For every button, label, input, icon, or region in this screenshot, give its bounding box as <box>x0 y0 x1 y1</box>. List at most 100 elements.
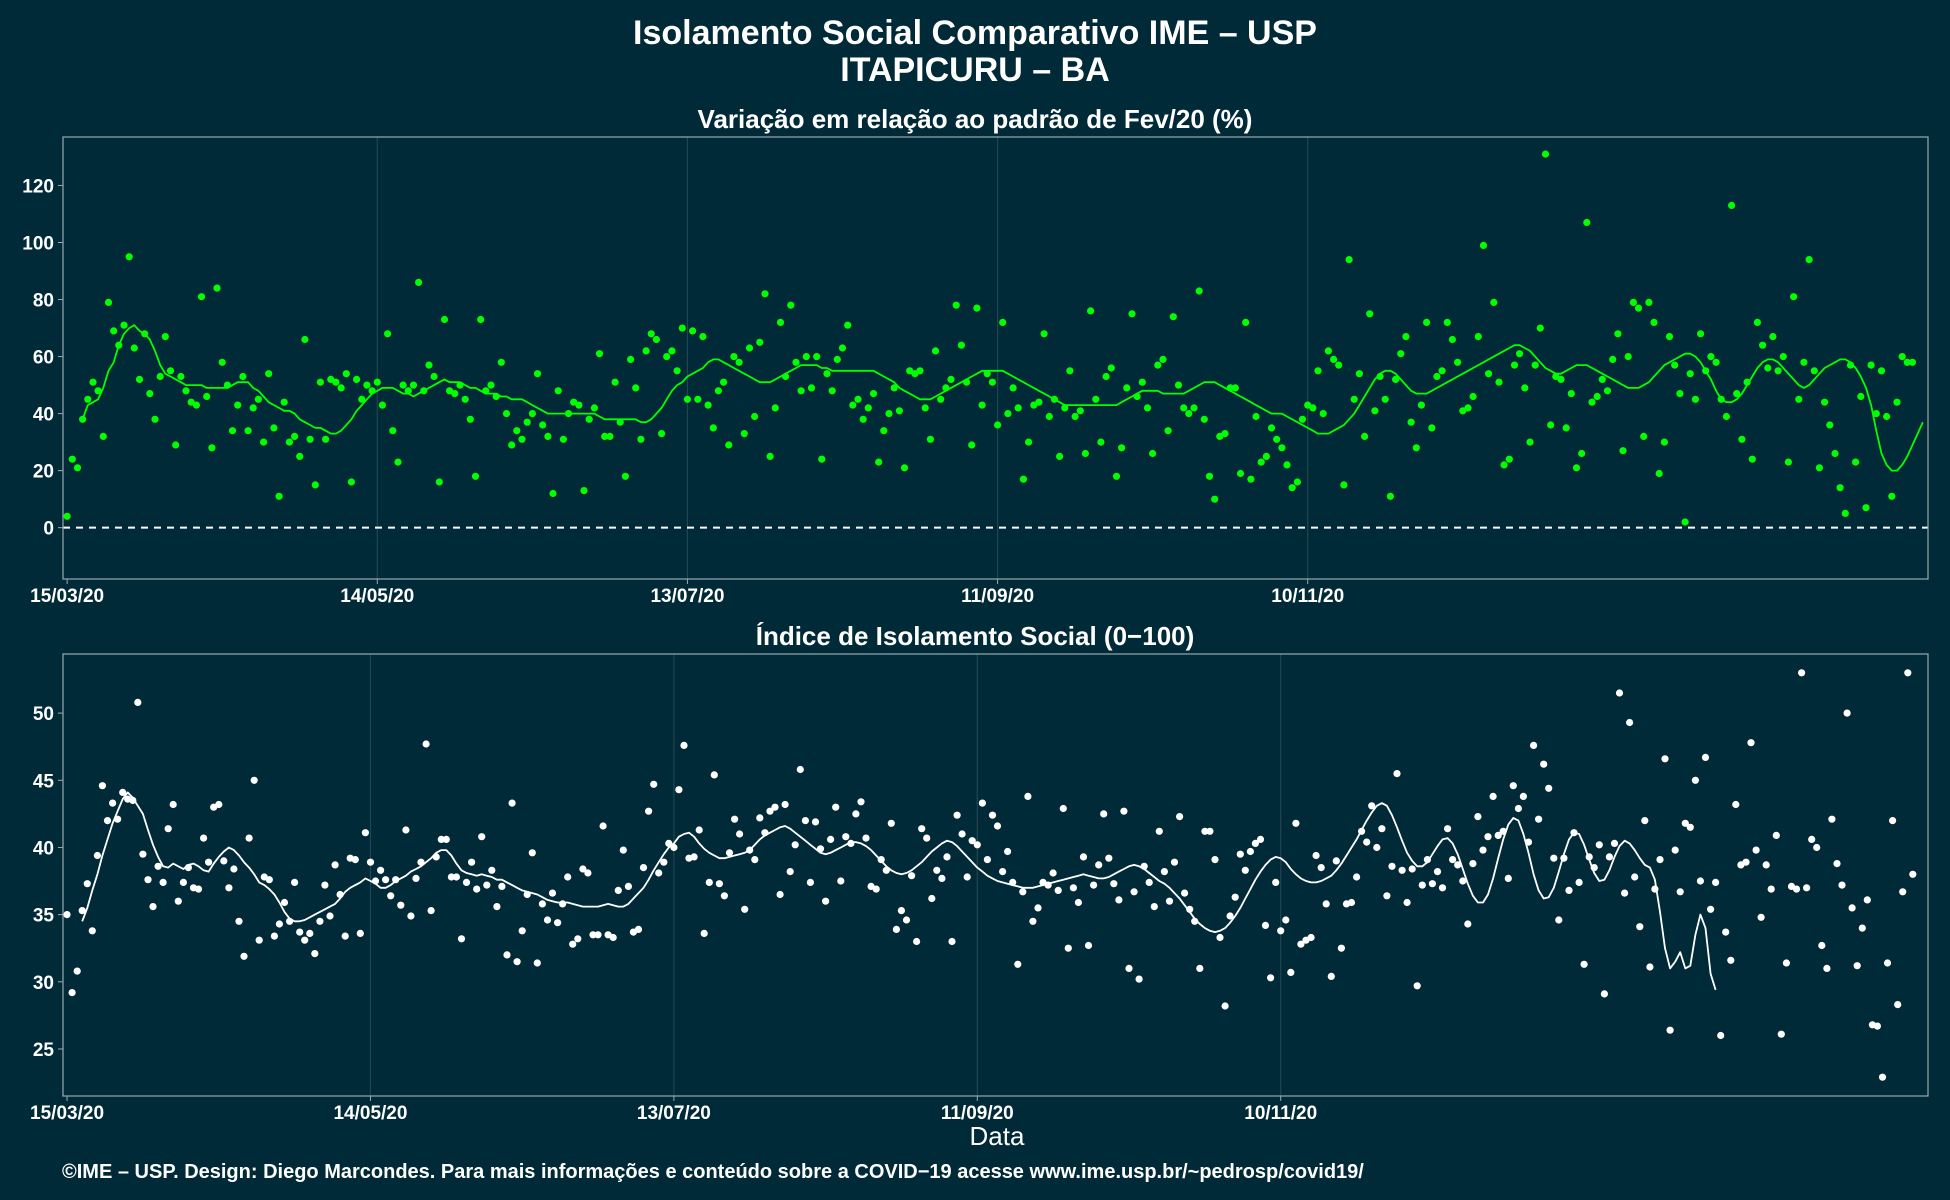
panel1-data-point <box>585 415 593 423</box>
panel2-data-point <box>725 849 734 857</box>
panel2-data-point <box>184 864 192 872</box>
panel1-data-point <box>554 387 562 395</box>
panel2-data-point <box>1241 866 1249 874</box>
panel2-data-point <box>265 876 273 884</box>
panel1-data-point <box>1149 449 1157 458</box>
panel1-data-point <box>1505 455 1513 463</box>
panel2-data-point <box>852 810 860 818</box>
x-axis-label: Data <box>970 1121 1025 1151</box>
panel1-data-point <box>1407 418 1415 426</box>
panel1-data-point <box>756 338 764 346</box>
panel1-data-point <box>1190 404 1198 412</box>
panel2-data-point <box>483 881 491 889</box>
panel2-data-point <box>1798 669 1806 677</box>
panel1-data-point <box>782 372 790 381</box>
panel2-data-point <box>599 822 607 830</box>
panel2-data-point <box>1545 784 1553 792</box>
panel1-data-point <box>1665 333 1674 341</box>
panel2-data-point <box>275 920 283 928</box>
panel1-data-point <box>306 435 314 443</box>
panel1-data-point <box>864 404 872 412</box>
panel2-data-point <box>1251 839 1259 848</box>
panel1-title: Variação em relação ao padrão de Fev/20 … <box>698 104 1253 134</box>
panel2-data-point <box>63 911 71 919</box>
panel2-data-point <box>119 788 127 797</box>
panel2-data-point <box>154 862 162 870</box>
panel2-data-point <box>1049 869 1057 877</box>
panel2-data-point <box>447 873 455 881</box>
panel2-data-point <box>1712 878 1720 887</box>
panel2-y-tick-label: 35 <box>33 906 55 927</box>
panel2-data-point <box>771 803 779 811</box>
panel2-data-point <box>417 858 425 866</box>
panel1-data-point <box>632 384 640 392</box>
panel1-data-point <box>761 290 769 298</box>
panel2-data-point <box>731 815 739 823</box>
panel1-data-point <box>471 472 480 480</box>
panel1-data-point <box>1784 458 1792 466</box>
panel1-data-point <box>1081 449 1089 458</box>
panel1-data-point <box>249 404 257 412</box>
panel1-data-point <box>1614 330 1622 338</box>
panel1-data-point <box>1526 438 1534 446</box>
panel1-data-point <box>916 367 924 375</box>
panel2-data-point <box>1580 960 1588 968</box>
panel2-data-point <box>1792 885 1801 893</box>
panel2-data-point <box>1019 888 1027 896</box>
panel2-data-point <box>1383 892 1391 900</box>
panel1-data-point <box>1629 298 1637 306</box>
panel2-data-point <box>473 885 481 893</box>
panel1-data-point <box>1102 372 1110 381</box>
panel2-data-point <box>103 817 112 825</box>
panel2-data-point <box>1428 880 1436 888</box>
panel1-data-point <box>1257 458 1265 466</box>
panel1-data-point <box>1774 367 1782 375</box>
panel1-data-point <box>1598 375 1606 383</box>
panel1-data-point <box>482 387 490 395</box>
panel2-data-point <box>832 803 840 811</box>
panel2-data-point <box>1327 972 1335 981</box>
panel1-data-point <box>921 404 929 412</box>
panel1-data-point <box>275 492 283 500</box>
panel1-data-point <box>353 375 361 383</box>
panel2-data-point <box>427 907 435 915</box>
panel1-data-point <box>115 341 123 349</box>
panel1-data-point <box>528 410 537 418</box>
panel2-data-point <box>1009 878 1017 887</box>
panel2-data-point <box>220 857 228 865</box>
panel2-data-point <box>1256 835 1265 844</box>
panel2-data-point <box>331 861 339 869</box>
panel2-data-point <box>377 866 385 874</box>
panel1-data-point <box>1697 330 1705 338</box>
panel2-data-point <box>1211 856 1219 864</box>
panel1-data-point <box>1262 452 1270 460</box>
panel1-data-point <box>1019 475 1027 483</box>
panel1-data-point <box>683 395 692 403</box>
panel1-data-point <box>332 378 340 386</box>
panel2-data-point <box>882 866 890 874</box>
panel2-data-point <box>892 925 901 934</box>
panel2-data-point <box>1282 916 1290 924</box>
figure-title-line2: ITAPICURU – BA <box>840 51 1110 89</box>
panel1-data-point <box>1242 318 1250 326</box>
panel1-data-point <box>714 387 723 395</box>
panel1-data-point <box>1138 378 1146 386</box>
panel1-data-point <box>523 418 531 426</box>
panel2-data-point <box>877 856 885 864</box>
panel1-data-point <box>73 464 82 472</box>
panel1-data-point <box>409 381 418 389</box>
panel1-data-point <box>425 361 433 369</box>
panel2-data-point <box>1378 825 1386 833</box>
panel2-data-point <box>1560 854 1568 862</box>
panel1-data-point <box>1361 432 1369 440</box>
panel2-data-point <box>1110 880 1118 888</box>
panel1-data-point <box>1205 472 1214 480</box>
panel1-data-point <box>999 318 1007 326</box>
panel2-data-point <box>1418 881 1426 889</box>
panel1-data-point <box>1841 509 1849 517</box>
panel1-data-point <box>994 421 1002 429</box>
panel2-data-point <box>1540 760 1548 768</box>
panel1-data-point <box>1428 424 1436 432</box>
panel2-y-tick-label: 50 <box>33 704 54 725</box>
panel2-data-point <box>1322 900 1330 908</box>
